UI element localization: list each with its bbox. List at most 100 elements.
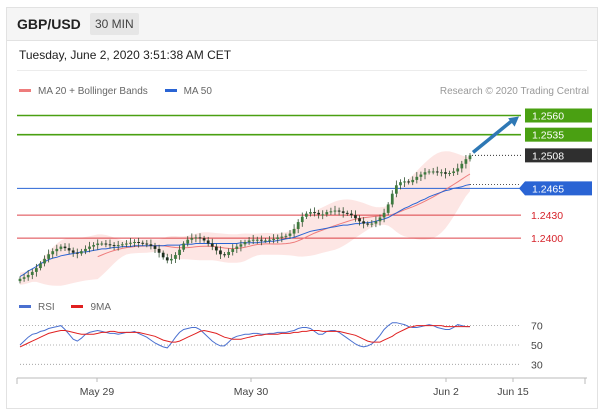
candle-body xyxy=(30,271,34,275)
price-label-1-2430: 1.2430 xyxy=(531,210,563,222)
candle-body xyxy=(386,204,390,213)
candle-body xyxy=(444,172,447,174)
candle-body xyxy=(51,251,55,255)
candle-body xyxy=(333,210,337,212)
candle-body xyxy=(88,246,91,249)
legend-ma9-label: 9MA xyxy=(90,302,112,313)
chart-canvas: 1.2560 1.2535 1.2508 1.2465 1.2430 1.2400 70 50… xyxy=(16,108,592,398)
candle-body xyxy=(309,212,312,214)
timestamp: Tuesday, June 2, 2020 3:51:38 AM CET xyxy=(19,48,232,62)
candle-body xyxy=(47,254,51,259)
candle-body xyxy=(243,242,247,245)
candle-body xyxy=(370,223,374,225)
candle-body xyxy=(219,250,222,255)
price-label-1-2465: 1.2465 xyxy=(532,183,564,195)
candle-body xyxy=(452,171,456,173)
price-label-1-2535: 1.2535 xyxy=(532,130,564,142)
candle-body xyxy=(231,248,235,252)
candle-body xyxy=(313,212,316,214)
candle-body xyxy=(280,236,284,238)
candle-body xyxy=(427,171,431,173)
x-tick-label: Jun 15 xyxy=(497,386,529,398)
candle-body xyxy=(448,173,451,174)
candle-body xyxy=(59,246,63,249)
candle-body xyxy=(411,179,415,183)
candle-body xyxy=(149,244,153,246)
rsi-tick-label: 50 xyxy=(531,340,543,352)
candle-body xyxy=(120,244,124,246)
candle-body xyxy=(276,237,280,239)
chart-header: GBP/USD 30 MIN xyxy=(7,8,597,41)
candle-body xyxy=(390,193,394,205)
candle-body xyxy=(223,254,226,256)
candle-body xyxy=(439,172,443,174)
candle-body xyxy=(190,238,194,240)
candle-body xyxy=(235,246,239,249)
price-label-1-2508-bg xyxy=(525,148,592,163)
candle-body xyxy=(464,159,468,164)
candle-body xyxy=(349,213,353,216)
x-tick-label: May 29 xyxy=(80,386,115,398)
candle-body xyxy=(174,255,177,259)
candle-body xyxy=(206,240,210,244)
candle-body xyxy=(63,246,67,249)
candle-body xyxy=(137,242,141,243)
candle-body xyxy=(198,237,202,239)
candle-body xyxy=(96,243,100,246)
candle-body xyxy=(133,242,136,243)
series-9ma-line xyxy=(19,325,470,348)
candle-body xyxy=(84,248,87,252)
timeframe-badge[interactable]: 30 MIN xyxy=(90,13,139,35)
candle-body xyxy=(251,239,255,241)
candle-body xyxy=(468,155,472,160)
price-label-1-2400: 1.2400 xyxy=(531,233,563,245)
candle-body xyxy=(186,239,190,244)
forecast-arrow-shaft xyxy=(471,120,513,154)
candle-body xyxy=(129,242,132,244)
chart-widget: GBP/USD 30 MIN Tuesday, June 2, 2020 3:5… xyxy=(6,7,598,409)
candle-body xyxy=(67,248,71,251)
candle-body xyxy=(55,248,59,252)
legend-bollinger: MA 20 + Bollinger Bands xyxy=(19,86,148,97)
candle-body xyxy=(157,248,161,253)
candle-body xyxy=(18,278,22,282)
candle-body xyxy=(239,244,243,247)
symbol-title: GBP/USD xyxy=(17,16,81,32)
candle-body xyxy=(202,238,206,241)
candle-body xyxy=(43,258,46,264)
bollinger-swatch xyxy=(19,88,31,92)
candle-body xyxy=(419,174,423,177)
candle-body xyxy=(423,172,427,175)
candle-body xyxy=(394,185,398,194)
candle-body xyxy=(22,277,26,279)
candle-body xyxy=(71,250,75,253)
candle-body xyxy=(124,243,128,245)
legend-rsi: RSI xyxy=(19,302,55,313)
candle-body xyxy=(210,243,214,247)
candle-body xyxy=(345,212,349,214)
candle-body xyxy=(403,181,406,183)
candle-body xyxy=(325,212,329,215)
candle-body xyxy=(321,214,325,216)
candle-body xyxy=(92,245,96,247)
price-label-1-2560-bg xyxy=(525,108,592,123)
candle-body xyxy=(435,171,439,173)
candle-body xyxy=(296,222,300,229)
bollinger-band-area xyxy=(20,151,470,286)
candle-body xyxy=(415,176,419,180)
price-legend: MA 20 + Bollinger Bands MA 50 xyxy=(19,86,226,97)
price-label-1-2535-bg xyxy=(525,127,592,142)
candle-body xyxy=(378,217,382,222)
ma9-swatch xyxy=(71,304,84,308)
candle-body xyxy=(341,211,345,213)
candle-body xyxy=(141,242,145,244)
candle-body xyxy=(214,246,218,251)
candle-body xyxy=(460,163,464,169)
candle-body xyxy=(39,263,42,269)
rsi-tick-label: 30 xyxy=(531,359,543,371)
candle-body xyxy=(79,251,83,254)
candle-body xyxy=(247,240,251,242)
price-label-1-2465-bg xyxy=(519,181,592,196)
forecast-arrow-head xyxy=(508,116,519,127)
candle-body xyxy=(272,238,276,240)
